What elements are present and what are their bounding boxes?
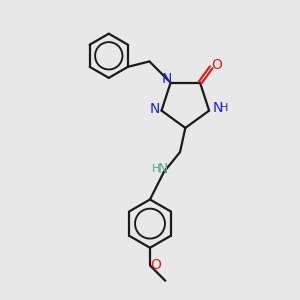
Text: N: N (150, 102, 160, 116)
Text: N: N (158, 162, 168, 176)
Text: N: N (162, 72, 172, 86)
Text: H: H (220, 103, 229, 113)
Text: O: O (212, 58, 223, 72)
Text: H: H (152, 164, 160, 174)
Text: N: N (213, 101, 223, 115)
Text: O: O (151, 258, 161, 272)
